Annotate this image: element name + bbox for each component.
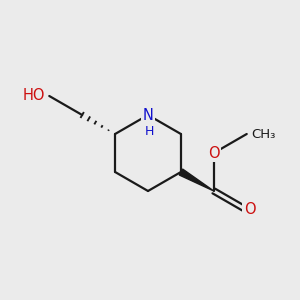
Text: N: N	[142, 107, 153, 122]
Polygon shape	[179, 169, 214, 191]
Text: O: O	[208, 146, 220, 160]
Text: O: O	[244, 202, 256, 217]
Text: HO: HO	[23, 88, 45, 104]
Text: CH₃: CH₃	[252, 128, 276, 140]
Text: H: H	[144, 125, 154, 138]
